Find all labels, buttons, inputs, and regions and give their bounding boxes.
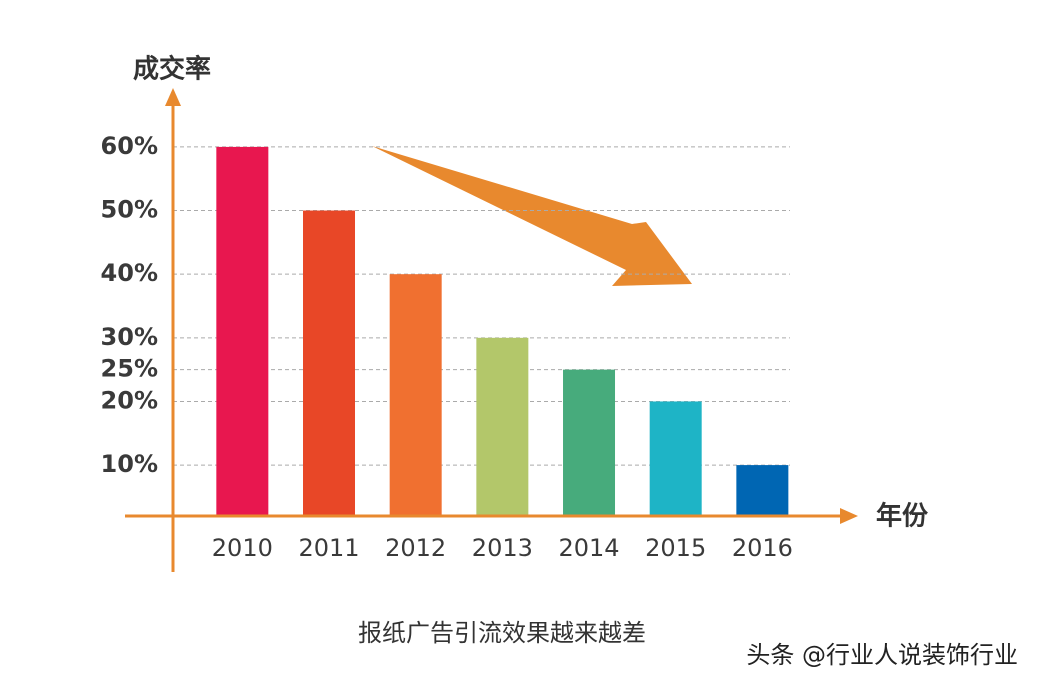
y-tick-label: 10% (101, 450, 158, 478)
x-tick-label: 2015 (645, 534, 706, 562)
trend-arrow (372, 146, 692, 286)
watermark: 头条 @行业人说装饰行业 (746, 641, 1018, 669)
x-axis-label: 年份 (876, 501, 928, 532)
bar (476, 337, 529, 516)
y-axis-label: 成交率 (133, 54, 211, 85)
x-tick-label: 2012 (385, 534, 446, 562)
y-tick-label: 40% (101, 259, 158, 287)
x-axis-arrow (840, 508, 858, 524)
y-tick-label: 20% (101, 386, 158, 414)
x-tick-label: 2011 (298, 534, 359, 562)
bar (389, 274, 442, 516)
bar (649, 401, 702, 516)
x-tick-label: 2014 (558, 534, 619, 562)
bar (216, 146, 269, 516)
bar (303, 210, 356, 516)
y-tick-label: 25% (101, 355, 158, 383)
x-tick-label: 2013 (472, 534, 533, 562)
x-tick-label: 2010 (212, 534, 273, 562)
y-tick-label: 50% (101, 196, 158, 224)
caption: 报纸广告引流效果越来越差 (358, 619, 646, 647)
y-tick-label: 60% (101, 132, 158, 160)
bar (736, 465, 789, 516)
y-tick-label: 30% (101, 323, 158, 351)
x-tick-label: 2016 (732, 534, 793, 562)
y-axis-arrow (165, 88, 181, 106)
bar (563, 369, 616, 516)
